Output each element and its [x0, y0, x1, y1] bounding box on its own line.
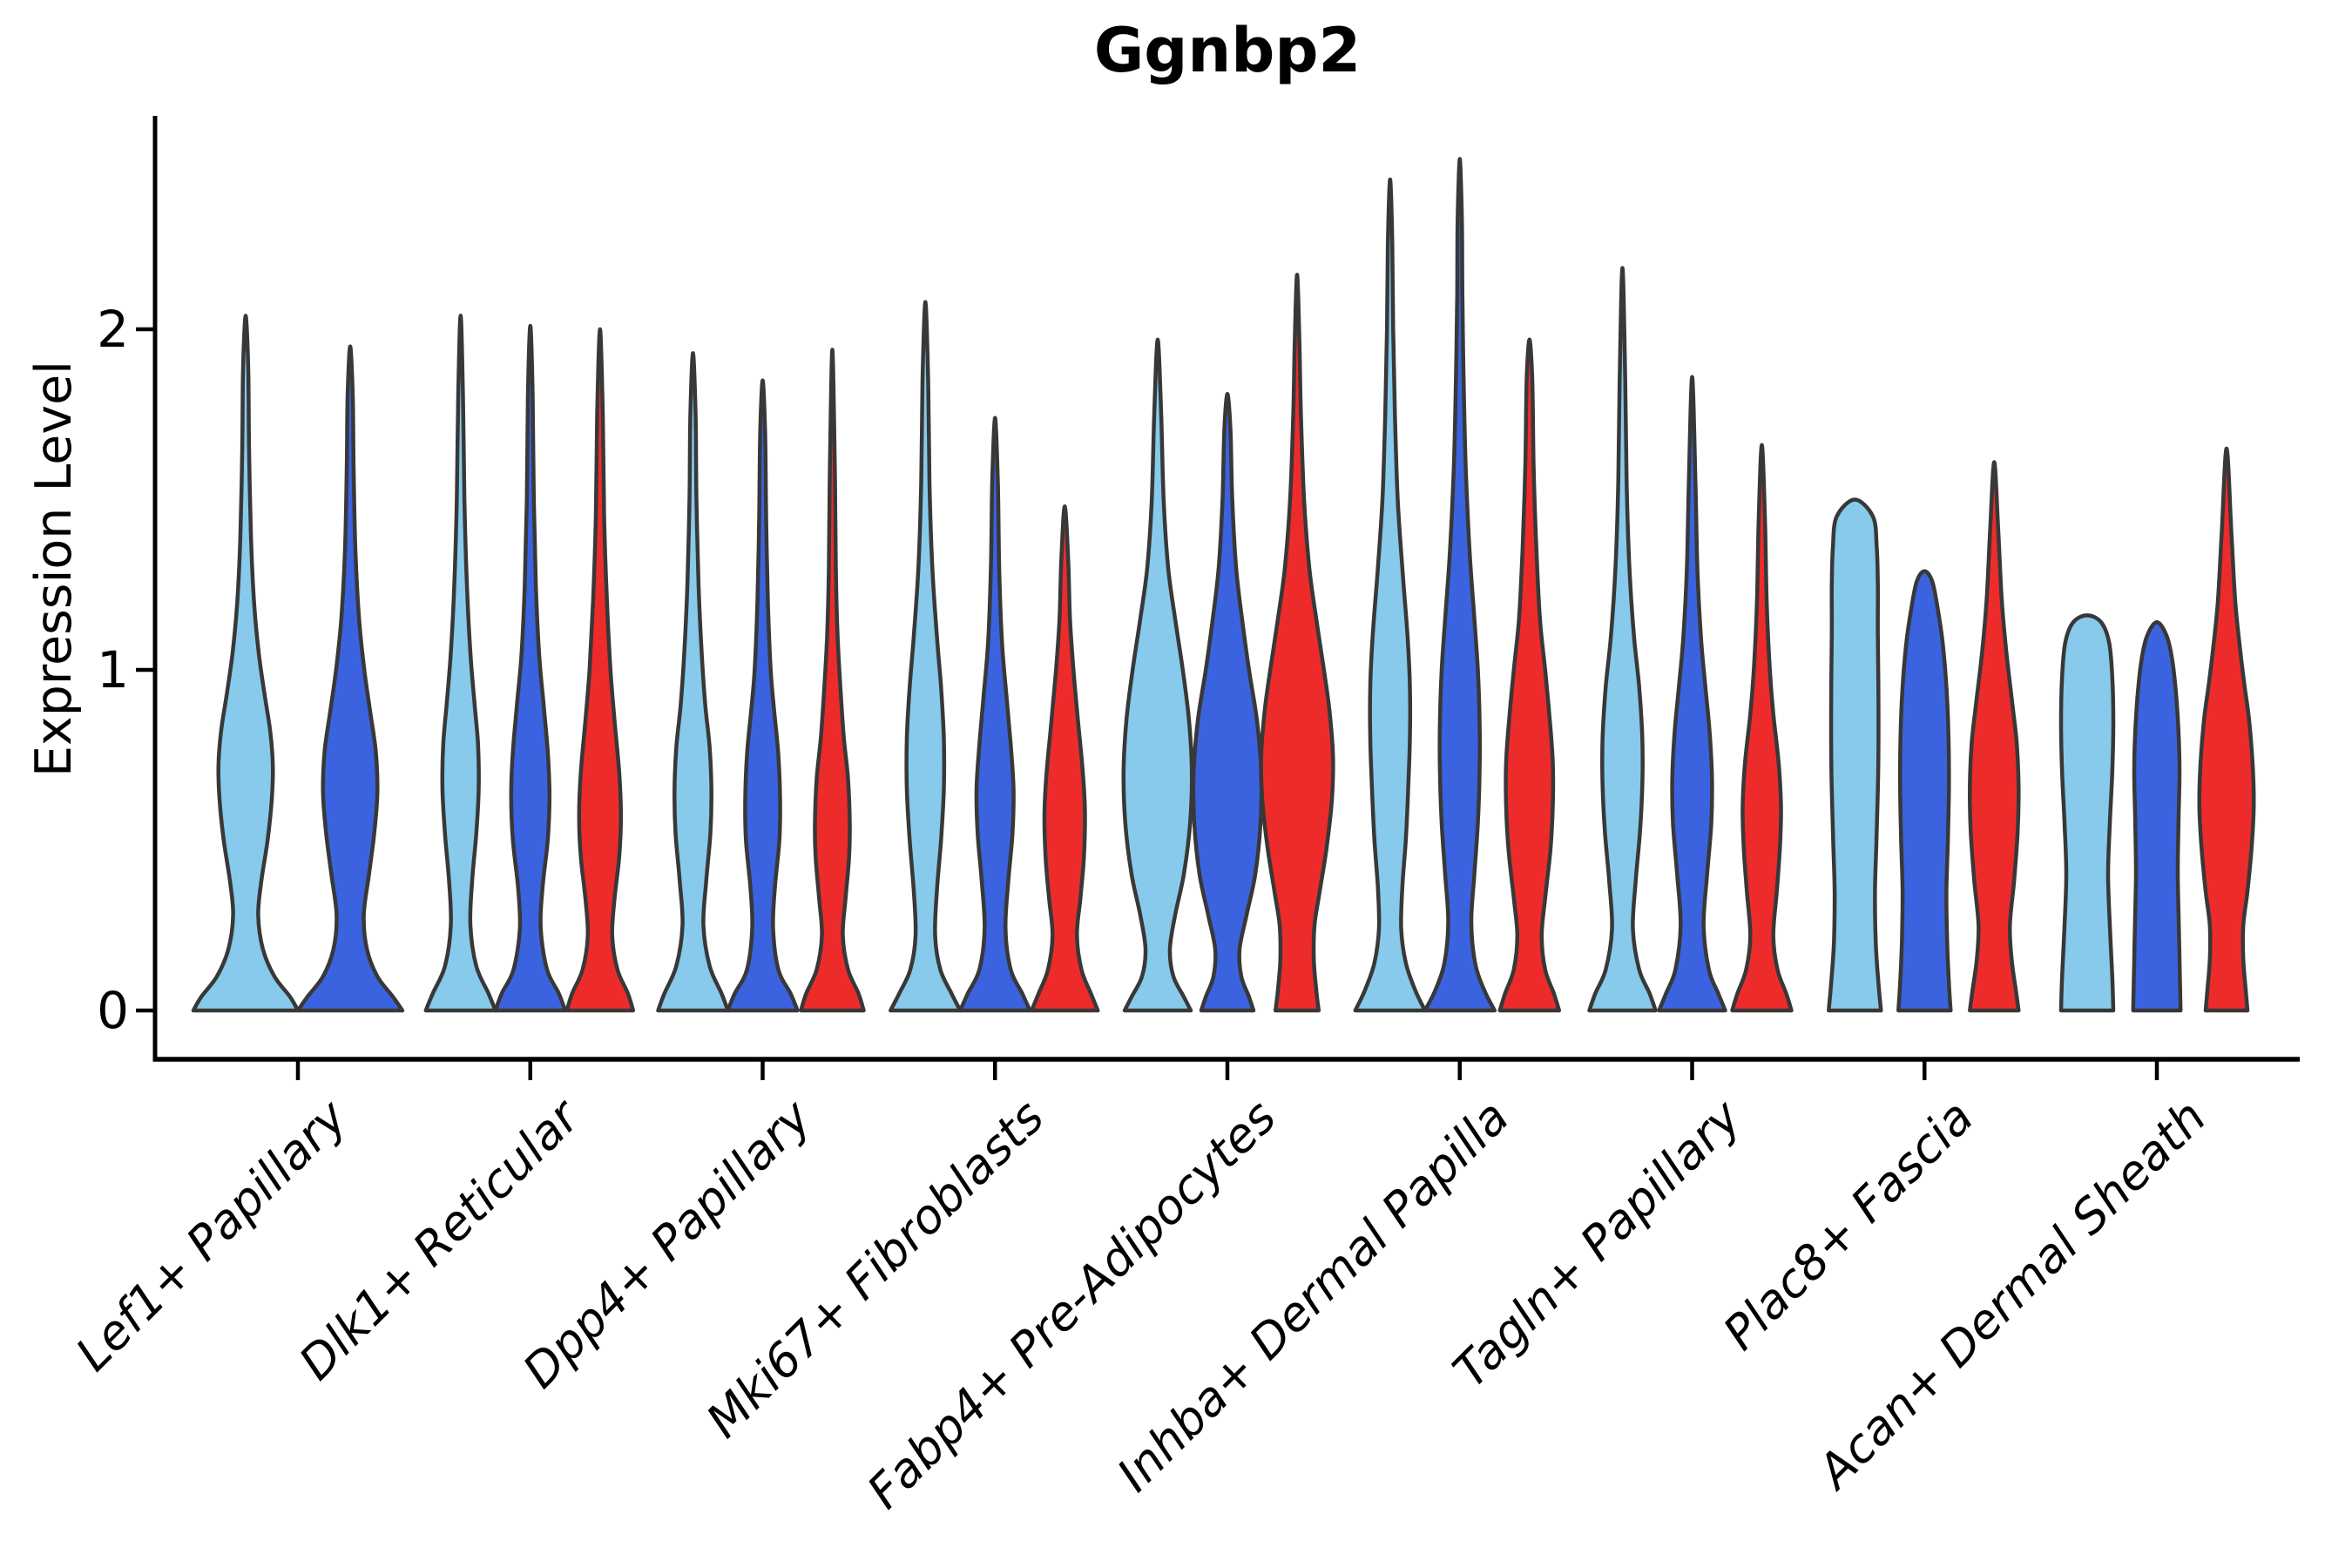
violin-mki67-fibroblasts-light-blue — [889, 300, 963, 1013]
violin-inhba-dermal-papilla-red — [1497, 337, 1562, 1013]
y-tick-label-2: 2 — [97, 300, 129, 359]
violin-dpp4-papillary-red — [799, 348, 866, 1013]
violin-dlk1-reticular-light-blue — [423, 314, 498, 1013]
violin-inhba-dermal-papilla-royal-blue — [1423, 157, 1497, 1013]
violin-fabp4-pre-adipocytes-light-blue — [1121, 337, 1194, 1013]
violin-plac8-fascia-light-blue — [1827, 497, 1883, 1013]
violin-acan-dermal-sheath-light-blue — [2058, 613, 2116, 1013]
y-axis-label: Expression Level — [25, 361, 83, 777]
y-tick-label-0: 0 — [97, 981, 129, 1040]
violin-mki67-fibroblasts-red — [1030, 504, 1100, 1013]
violin-tagln-papillary-royal-blue — [1657, 375, 1727, 1013]
violin-acan-dermal-sheath-royal-blue — [2131, 620, 2183, 1013]
violin-dpp4-papillary-royal-blue — [726, 378, 800, 1013]
violin-plac8-fascia-royal-blue — [1896, 569, 1953, 1013]
violin-tagln-papillary-light-blue — [1587, 266, 1658, 1013]
violin-mki67-fibroblasts-royal-blue — [958, 416, 1032, 1013]
violin-fabp4-pre-adipocytes-red — [1259, 273, 1335, 1013]
violin-dlk1-reticular-royal-blue — [493, 323, 568, 1013]
violin-acan-dermal-sheath-red — [2197, 446, 2256, 1013]
plot-title: Ggnbp2 — [1093, 15, 1362, 86]
violin-dpp4-papillary-light-blue — [656, 351, 730, 1013]
violin-dlk1-reticular-red — [564, 327, 636, 1013]
violin-plac8-fascia-red — [1968, 460, 2021, 1013]
violin-tagln-papillary-red — [1730, 443, 1794, 1013]
violin-fabp4-pre-adipocytes-royal-blue — [1191, 392, 1264, 1013]
violin-lef1-papillary-royal-blue — [295, 344, 405, 1013]
y-tick-label-1: 1 — [97, 640, 129, 700]
violin-inhba-dermal-papilla-light-blue — [1353, 177, 1428, 1013]
violin-lef1-papillary-light-blue — [191, 314, 301, 1013]
